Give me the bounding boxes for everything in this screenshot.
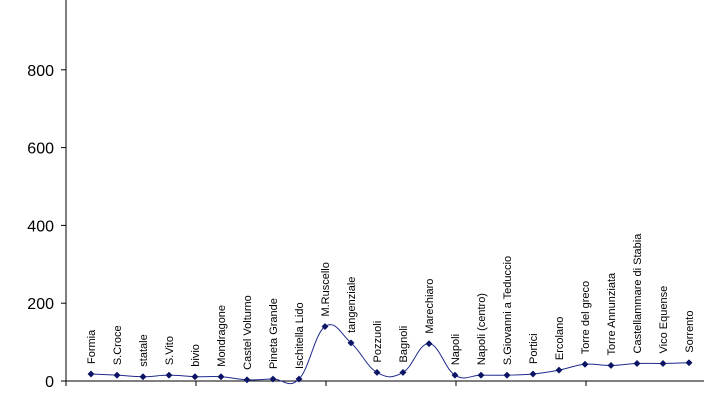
- data-point: [399, 368, 407, 376]
- data-point: [165, 371, 173, 379]
- category-label: Torre del greco: [580, 281, 592, 354]
- data-point: [295, 375, 303, 383]
- category-label: S.Giovanni a Teduccio: [502, 256, 514, 365]
- category-label: Formia: [86, 329, 98, 364]
- category-label: Castel Volturno: [242, 295, 254, 370]
- data-point: [555, 366, 563, 374]
- category-label: Napoli (centro): [476, 293, 488, 365]
- y-tick-label: 1000: [18, 0, 54, 2]
- series-line: [90, 324, 690, 385]
- data-point: [503, 371, 511, 379]
- data-point: [269, 375, 277, 383]
- category-label: Pozzuoli: [372, 321, 384, 363]
- data-point: [139, 373, 147, 381]
- category-label: Mondragone: [216, 305, 228, 367]
- y-tick-label: 800: [27, 63, 54, 80]
- data-point: [659, 359, 667, 368]
- data-point: [633, 359, 641, 368]
- data-point: [477, 371, 485, 379]
- category-label: Portici: [528, 333, 540, 364]
- y-tick-label: 200: [27, 296, 54, 313]
- category-label: Ercolano: [554, 317, 566, 360]
- category-label: Sorrento: [684, 311, 696, 353]
- data-point: [607, 361, 615, 369]
- category-labels: Formia S.Croce statale S.Vito bivio Mondragon…: [86, 233, 696, 370]
- category-label: Pineta Grande: [268, 298, 280, 369]
- category-label: Torre Annunziata: [606, 272, 618, 355]
- data-point: [373, 368, 381, 376]
- category-label: bivio: [190, 344, 202, 367]
- data-point: [87, 370, 95, 378]
- y-axis: 0 200 400 600 800 1000: [18, 0, 67, 391]
- category-label: M.Ruscello: [320, 262, 332, 316]
- y-tick-label: 600: [27, 141, 54, 158]
- category-label: Vico Equense: [658, 286, 670, 354]
- category-label: tangenziale: [346, 277, 358, 333]
- data-point: [243, 376, 251, 384]
- data-point: [451, 371, 459, 379]
- category-label: Castellammare di Stabia: [632, 233, 644, 354]
- series: [87, 322, 693, 385]
- y-tick-label: 400: [27, 218, 54, 235]
- data-point: [425, 340, 433, 348]
- category-label: Bagnoli: [398, 326, 410, 363]
- x-axis: [65, 380, 704, 386]
- data-point: [347, 339, 355, 347]
- data-point: [191, 373, 199, 381]
- data-point: [685, 359, 693, 367]
- data-point: [217, 373, 225, 381]
- category-label: Marechiaro: [424, 279, 436, 334]
- data-point: [321, 322, 329, 331]
- category-label: Napoli: [450, 334, 462, 365]
- data-point: [529, 370, 537, 378]
- data-point: [113, 371, 121, 379]
- category-label: S.Vito: [164, 336, 176, 365]
- category-label: statale: [138, 334, 150, 366]
- category-label: Ischitella Lido: [294, 302, 306, 369]
- data-point: [581, 360, 589, 368]
- category-label: S.Croce: [112, 325, 124, 365]
- y-tick-label: 0: [45, 374, 54, 391]
